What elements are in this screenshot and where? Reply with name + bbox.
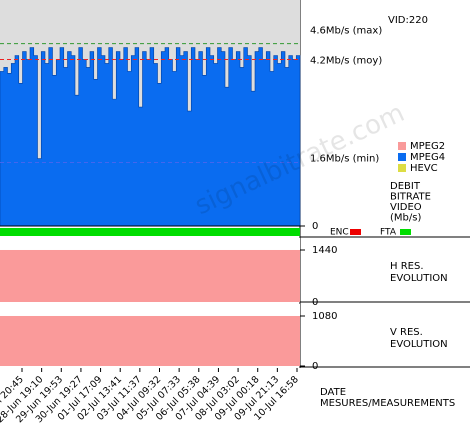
- status-label: FTA: [380, 228, 397, 238]
- reference-label: 4.6Mb/s (max): [310, 26, 382, 37]
- panel-title: DEBIT: [390, 181, 421, 192]
- panel-title: EVOLUTION: [390, 339, 448, 350]
- reference-label: 1.6Mb/s (min): [310, 154, 379, 165]
- status-bar: [0, 228, 300, 236]
- legend-swatch: [398, 153, 406, 161]
- resolution-area: [0, 315, 300, 366]
- legend-label: HEVC: [410, 163, 438, 174]
- y-tick-label: 1440: [312, 245, 337, 256]
- panel-title: BITRATE: [390, 192, 431, 203]
- legend-label: MPEG4: [410, 152, 445, 163]
- panel-title: (Mb/s): [390, 213, 421, 224]
- x-axis-title: MESURES/MEASUREMENTS: [320, 398, 455, 409]
- vid-label: VID:220: [388, 15, 428, 26]
- y-tick-label: 0: [312, 297, 318, 308]
- resolution-area: [0, 249, 300, 302]
- panel-title: VIDEO: [390, 202, 422, 213]
- panel-title: V RES.: [390, 327, 423, 338]
- y-tick-label: 1080: [312, 311, 337, 322]
- legend-swatch: [398, 142, 406, 150]
- bitrate-area: [0, 47, 301, 227]
- status-indicator: [400, 229, 411, 235]
- panel-title: EVOLUTION: [390, 273, 448, 284]
- legend-swatch: [398, 164, 406, 172]
- x-axis-title: DATE: [320, 387, 346, 398]
- status-indicator: [350, 229, 361, 235]
- y-tick-label: 0: [312, 361, 318, 372]
- y-tick-label: 0: [312, 221, 318, 232]
- legend-label: MPEG2: [410, 141, 445, 152]
- panel-title: H RES.: [390, 261, 424, 272]
- status-label: ENC: [330, 228, 349, 238]
- reference-label: 4.2Mb/s (moy): [310, 55, 382, 66]
